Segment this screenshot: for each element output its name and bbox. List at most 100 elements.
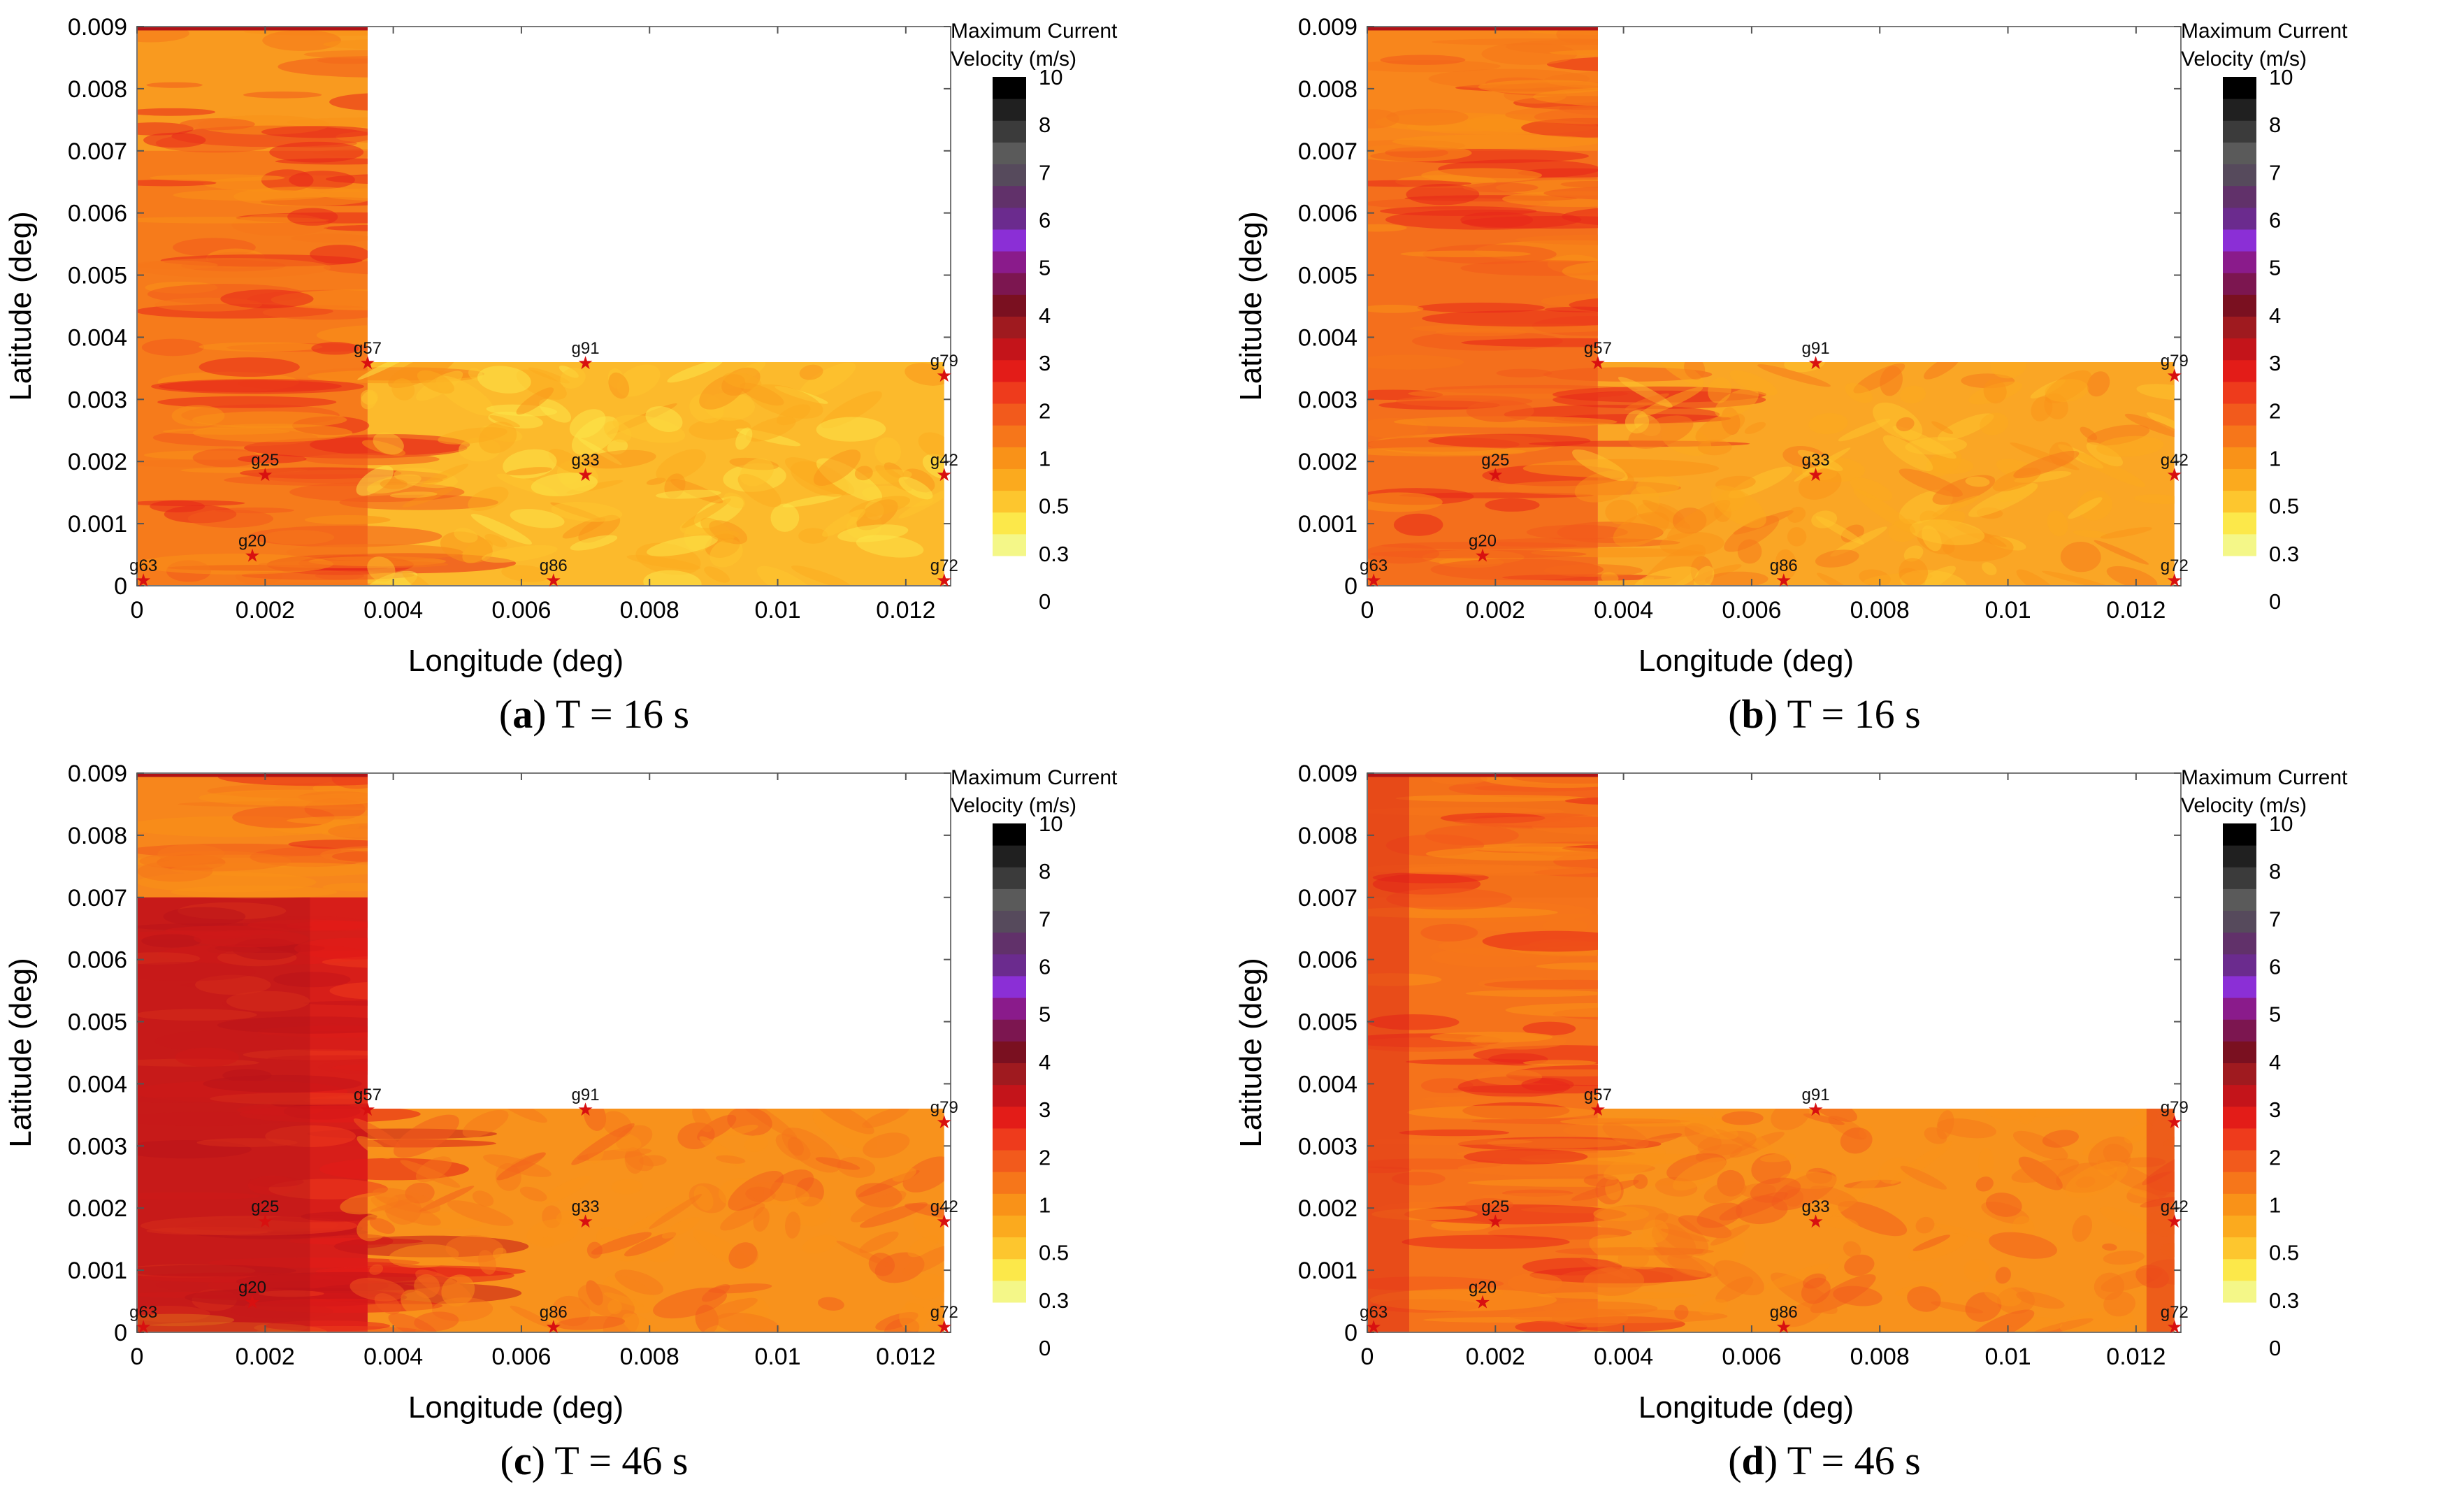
flow-streak xyxy=(1367,180,1471,187)
y-tick-label: 0.001 xyxy=(1298,511,1357,538)
y-tick-label: 0.008 xyxy=(68,823,127,849)
gauge-label: g33 xyxy=(1802,1197,1830,1216)
gauge-label: g63 xyxy=(129,556,157,575)
flow-blob xyxy=(1909,519,1985,545)
flow-blob xyxy=(1980,412,2009,435)
y-tick-label: 0.008 xyxy=(1298,823,1357,849)
y-tick-label: 0.004 xyxy=(1298,1071,1357,1097)
flow-blob xyxy=(477,366,531,394)
colorbar-swatch xyxy=(2223,867,2256,889)
flow-blob xyxy=(496,1152,546,1181)
flow-streak xyxy=(1369,549,1587,559)
flow-blob xyxy=(1624,393,1669,410)
flow-streak xyxy=(137,500,245,507)
flow-blob xyxy=(374,1292,401,1315)
colorbar-swatch xyxy=(993,1063,1026,1086)
flow-blob xyxy=(1798,468,1842,500)
flow-streak xyxy=(137,217,329,224)
colorbar-swatch xyxy=(993,229,1026,252)
flow-streak xyxy=(1505,1002,1687,1017)
flow-blob xyxy=(400,1160,461,1188)
flow-blob xyxy=(1853,363,1905,394)
gauge-label: g20 xyxy=(1469,1279,1497,1297)
flow-blob xyxy=(898,477,933,500)
flow-streak xyxy=(310,245,370,264)
y-tick-label: 0.005 xyxy=(1298,263,1357,289)
flow-blob xyxy=(714,530,740,539)
flow-streak xyxy=(1367,109,1399,129)
y-tick-label: 0.002 xyxy=(1298,1195,1357,1222)
flow-streak xyxy=(1546,56,1753,73)
flow-blob xyxy=(2013,450,2080,479)
flow-blob xyxy=(856,535,924,558)
gauge-label: g42 xyxy=(2161,451,2189,470)
flow-blob xyxy=(2146,412,2175,439)
colorbar-swatch xyxy=(993,845,1026,867)
flow-blob xyxy=(1843,1241,1861,1258)
flow-blob xyxy=(1815,549,1859,568)
flow-streak xyxy=(303,1000,522,1007)
flow-blob xyxy=(816,417,886,442)
flow-streak xyxy=(320,845,447,864)
flow-blob xyxy=(393,1114,459,1158)
flow-streak xyxy=(1367,304,1424,313)
colorbar-swatch xyxy=(2223,229,2256,252)
colorbar-swatch xyxy=(2223,1193,2256,1216)
colorbar-swatch xyxy=(2223,1215,2256,1238)
flow-blob xyxy=(656,489,721,499)
gauge-label: g86 xyxy=(1770,556,1798,575)
flow-streak xyxy=(1369,1288,1557,1311)
flow-blob xyxy=(2012,1130,2068,1160)
gauge-label: g20 xyxy=(238,532,266,551)
flow-blob xyxy=(1838,418,1891,442)
colorbar-title: Maximum Current xyxy=(951,20,1118,43)
colorbar-swatch xyxy=(2223,1106,2256,1129)
flow-streak xyxy=(1386,108,1469,126)
x-axis-label: Longitude (deg) xyxy=(408,1390,624,1425)
colorbar-label: 6 xyxy=(1039,955,1051,979)
flow-blob xyxy=(560,368,586,389)
colorbar-label: 1 xyxy=(2269,1193,2281,1217)
colorbar-swatch xyxy=(2223,359,2256,382)
colorbar-label: 4 xyxy=(2269,1050,2281,1074)
flow-streak xyxy=(1465,990,1605,998)
colorbar-swatch xyxy=(2223,425,2256,447)
flow-streak xyxy=(1480,1193,1600,1201)
flow-streak xyxy=(287,208,338,226)
gauge-marker: ★ xyxy=(2166,365,2182,386)
flow-blob xyxy=(1601,572,1619,584)
flow-blob xyxy=(1899,558,1929,586)
flow-blob xyxy=(441,1274,475,1307)
x-tick-label: 0.006 xyxy=(1722,1344,1781,1370)
flow-streak xyxy=(258,1290,324,1297)
gauge-label: g91 xyxy=(1802,1086,1830,1104)
flow-blob xyxy=(916,1318,944,1332)
flow-blob xyxy=(2094,540,2149,565)
flow-streak xyxy=(329,981,429,1000)
flow-blob xyxy=(571,1123,635,1165)
y-tick-label: 0.006 xyxy=(1298,201,1357,227)
gauge-label: g63 xyxy=(1360,1303,1388,1322)
flow-blob xyxy=(1844,1254,1875,1276)
flow-streak xyxy=(220,289,314,309)
flow-streak xyxy=(1542,919,1588,933)
colorbar-swatch xyxy=(993,998,1026,1020)
y-tick-label: 0.001 xyxy=(1298,1258,1357,1284)
gauge-marker: ★ xyxy=(936,1316,952,1337)
flow-blob xyxy=(709,539,743,568)
velocity-field xyxy=(137,773,944,1332)
flow-blob xyxy=(1989,1232,2057,1259)
flow-streak xyxy=(278,55,475,78)
flow-streak xyxy=(1367,1166,1412,1174)
flow-blob xyxy=(2103,1251,2145,1265)
flow-blob xyxy=(815,1157,860,1170)
colorbar-swatch xyxy=(993,316,1026,339)
flow-streak xyxy=(1420,923,1478,942)
colorbar-title: Maximum Current xyxy=(951,766,1118,789)
flow-blob xyxy=(2042,570,2114,586)
flow-blob xyxy=(1968,1309,2035,1332)
colorbar-swatch xyxy=(2223,316,2256,339)
flow-blob xyxy=(798,528,828,544)
flow-streak xyxy=(294,937,419,960)
x-tick-label: 0.008 xyxy=(620,1344,679,1370)
